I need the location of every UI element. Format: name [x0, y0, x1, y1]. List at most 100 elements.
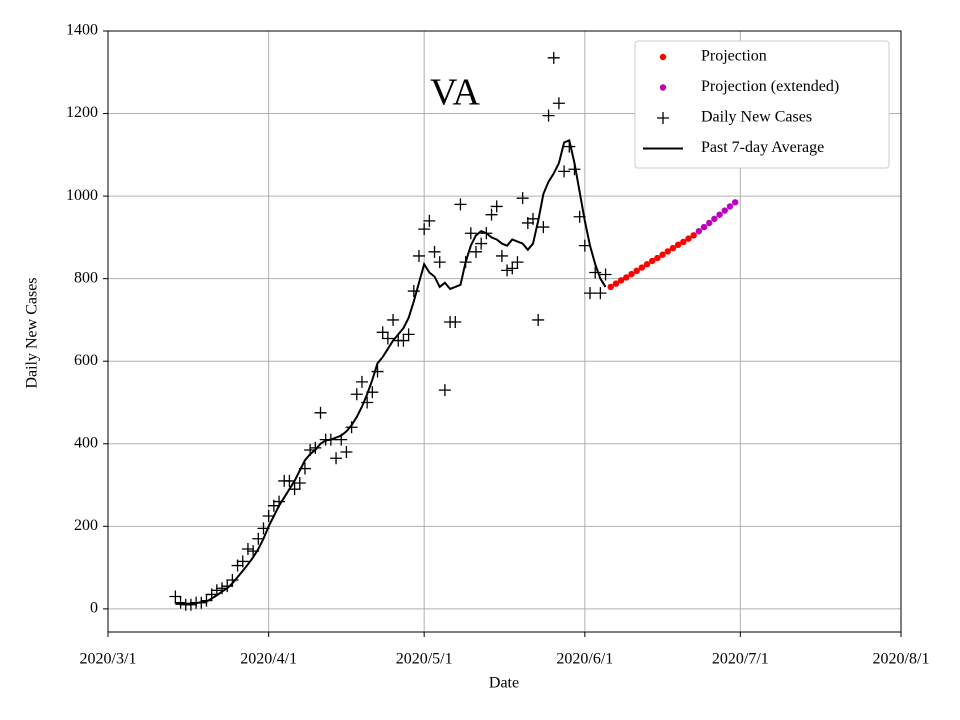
- projection-point: [612, 280, 620, 287]
- plus-marker: [506, 262, 519, 275]
- plus-marker: [361, 396, 374, 409]
- plus-marker: [568, 163, 581, 176]
- projection-point: [649, 257, 656, 265]
- plus-marker: [407, 285, 420, 298]
- plus-marker: [226, 573, 239, 586]
- projection-point: [685, 235, 692, 242]
- plus-marker: [216, 582, 229, 595]
- plus-marker: [578, 239, 591, 252]
- plus-marker: [495, 249, 508, 262]
- y-tick-label: 200: [74, 517, 98, 534]
- plus-marker: [449, 316, 462, 329]
- legend-marker: [659, 84, 667, 91]
- y-tick-label: 1400: [66, 22, 98, 39]
- plus-marker: [252, 532, 265, 545]
- projection-point: [628, 270, 635, 278]
- x-tick-label: 2020/5/1: [396, 651, 453, 668]
- plus-marker: [340, 446, 353, 459]
- plus-marker: [324, 433, 337, 446]
- legend-label: Daily New Cases: [701, 109, 812, 126]
- projection-point: [617, 277, 625, 284]
- legend-label: Projection: [701, 48, 767, 65]
- plot-frame: [107, 30, 902, 633]
- plus-marker: [169, 590, 182, 603]
- plus-marker: [475, 237, 488, 250]
- x-tick-label: 2020/4/1: [240, 651, 297, 668]
- plus-marker: [433, 256, 446, 269]
- plus-marker: [438, 384, 451, 397]
- plus-marker: [542, 109, 555, 122]
- plus-marker: [490, 200, 503, 213]
- legend-box: [634, 40, 890, 169]
- plus-marker: [594, 287, 607, 300]
- plus-marker: [501, 264, 514, 277]
- plus-marker: [288, 483, 301, 496]
- plus-marker: [558, 165, 571, 178]
- plus-marker: [480, 227, 493, 240]
- plus-marker: [464, 227, 477, 240]
- plus-marker: [584, 287, 597, 300]
- plus-marker: [355, 375, 368, 388]
- plus-marker: [293, 476, 306, 489]
- plus-marker: [454, 198, 467, 211]
- plus-marker: [345, 421, 358, 434]
- y-axis-label: Daily New Cases: [24, 277, 41, 388]
- projection-point: [633, 267, 640, 275]
- x-tick-label: 2020/3/1: [80, 651, 137, 668]
- projection-point: [690, 232, 697, 239]
- plus-marker: [537, 221, 550, 234]
- projection-point: [674, 241, 682, 249]
- plus-marker: [469, 245, 482, 258]
- projection-point: [607, 283, 614, 291]
- plus-marker: [547, 51, 560, 64]
- plus-marker: [298, 462, 311, 475]
- plus-marker: [221, 580, 234, 593]
- plus-marker: [485, 208, 498, 221]
- plus-marker: [210, 584, 223, 597]
- projection-point: [726, 203, 734, 210]
- projection-point: [716, 211, 723, 218]
- plus-marker: [314, 406, 327, 419]
- plus-marker: [563, 140, 576, 153]
- plus-marker: [376, 326, 389, 339]
- projection-point: [623, 274, 630, 281]
- plus-marker: [459, 256, 472, 269]
- plus-marker: [381, 332, 394, 345]
- plus-marker: [195, 596, 208, 609]
- plus-marker: [174, 596, 187, 609]
- plus-marker: [257, 522, 270, 535]
- y-tick-label: 1200: [66, 104, 98, 121]
- plus-marker: [309, 441, 322, 454]
- y-tick-label: 0: [90, 600, 98, 617]
- plus-marker: [387, 313, 400, 326]
- x-axis-label: Date: [489, 675, 519, 692]
- plus-marker: [241, 543, 254, 556]
- plus-marker: [589, 266, 602, 279]
- plus-marker: [283, 474, 296, 487]
- plus-marker: [184, 598, 197, 611]
- projection-point: [638, 264, 646, 271]
- projection-point: [721, 207, 728, 214]
- plus-marker: [573, 210, 586, 223]
- plus-marker: [200, 594, 213, 607]
- plus-marker: [335, 433, 348, 446]
- average-line: [175, 139, 607, 605]
- plus-marker: [552, 97, 565, 110]
- y-tick-label: 800: [74, 269, 98, 286]
- projection-point: [711, 215, 718, 223]
- projection-point: [695, 227, 703, 235]
- x-tick-label: 2020/8/1: [873, 651, 930, 668]
- plus-marker: [527, 212, 540, 225]
- plus-marker: [371, 365, 384, 378]
- plus-marker: [366, 386, 379, 399]
- projection-point: [669, 244, 677, 252]
- plus-marker: [262, 510, 275, 523]
- legend-marker: [657, 112, 669, 124]
- projection-point: [731, 199, 739, 206]
- projection-point: [654, 254, 661, 262]
- plus-marker: [304, 443, 317, 456]
- projection-point: [700, 223, 708, 231]
- plus-marker: [247, 545, 260, 558]
- y-tick-label: 1000: [66, 187, 98, 204]
- plus-marker: [599, 268, 612, 281]
